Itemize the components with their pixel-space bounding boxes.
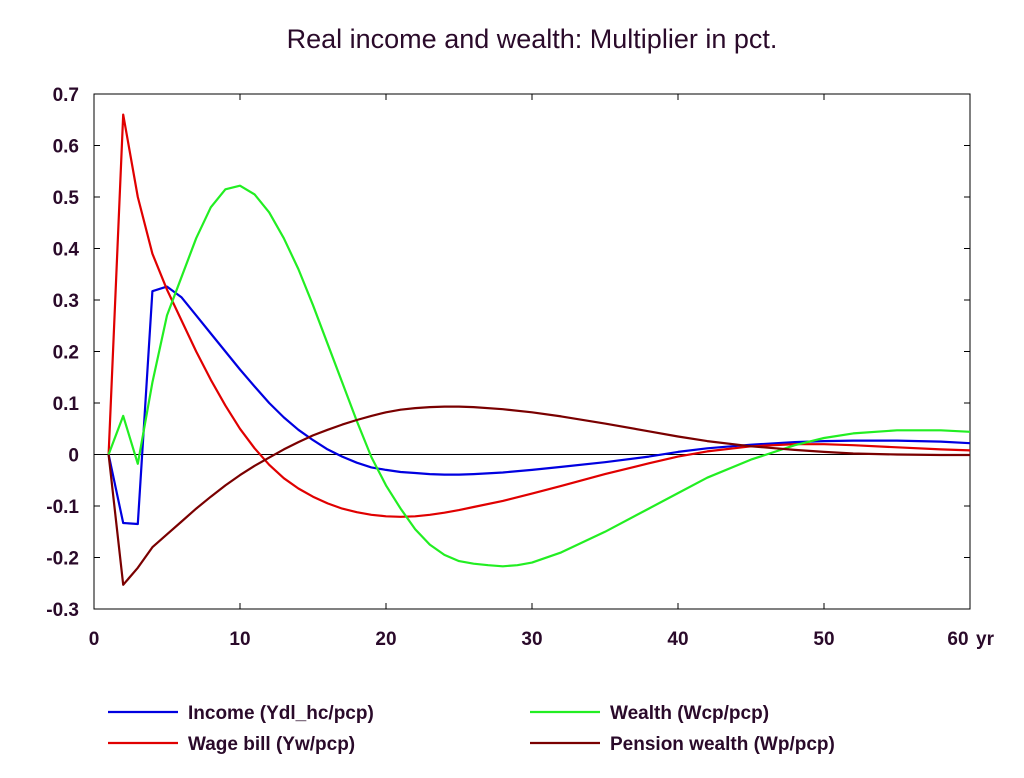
- x-tick-label: 50: [813, 629, 834, 650]
- y-tick-label: 0: [68, 446, 79, 467]
- x-tick-label: 20: [375, 629, 396, 650]
- x-axis: 0 10 20 30 40 50 60 yr: [89, 94, 995, 650]
- series-line-2: [107, 113, 971, 518]
- series-line-4: [107, 405, 970, 586]
- legend-label-3: Wealth (Wcp/pcp): [610, 703, 769, 724]
- y-tick-label: 0.2: [53, 343, 79, 364]
- y-tick-label: -0.1: [46, 497, 79, 518]
- legend: Income (Ydl_hc/pcp) Wage bill (Yw/pcp) Wea…: [108, 703, 835, 755]
- series-line-3: [107, 184, 971, 568]
- y-tick-label: -0.3: [46, 600, 79, 621]
- series-group: [107, 113, 971, 586]
- y-tick-label: 0.4: [53, 240, 80, 261]
- x-tick-label: 60: [947, 629, 968, 650]
- chart-title: Real income and wealth: Multiplier in pc…: [287, 24, 778, 54]
- y-tick-label: 0.3: [53, 291, 79, 312]
- x-tick-label: 40: [667, 629, 688, 650]
- series-line-1: [107, 285, 971, 526]
- y-tick-label: 0.6: [53, 137, 79, 158]
- y-tick-label: 0.7: [53, 85, 79, 106]
- y-tick-label: 0.5: [53, 188, 80, 209]
- legend-label-4: Pension wealth (Wp/pcp): [610, 734, 835, 755]
- legend-label-1: Income (Ydl_hc/pcp): [188, 703, 374, 724]
- y-tick-label: -0.2: [46, 549, 79, 570]
- x-tick-label: 0: [89, 629, 100, 650]
- x-tick-label: 30: [521, 629, 542, 650]
- x-unit-label: yr: [976, 629, 995, 650]
- y-tick-label: 0.1: [53, 394, 80, 415]
- legend-label-2: Wage bill (Yw/pcp): [188, 734, 355, 755]
- y-axis: -0.3 -0.2 -0.1 0 0.1 0.2 0.3 0.4 0.5 0.6 0.7: [46, 85, 970, 621]
- x-tick-label: 10: [229, 629, 250, 650]
